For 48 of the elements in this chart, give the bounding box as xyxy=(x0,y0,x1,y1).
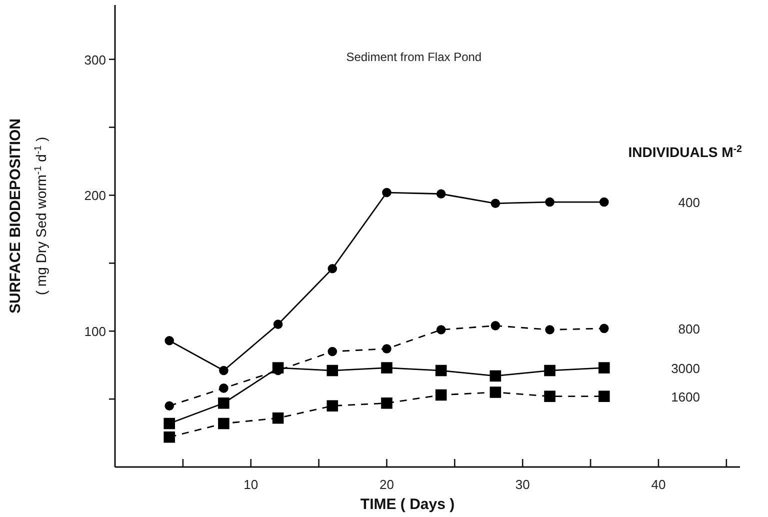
point xyxy=(598,362,610,374)
point xyxy=(490,321,500,330)
text: 800 xyxy=(678,321,700,336)
point xyxy=(273,320,283,329)
point xyxy=(598,390,610,402)
point xyxy=(435,389,447,401)
y-tick-label: 200 xyxy=(84,188,106,204)
point xyxy=(436,189,446,199)
point xyxy=(164,418,175,430)
point xyxy=(545,325,554,334)
point xyxy=(381,397,392,409)
text: 1600 xyxy=(671,389,700,404)
y-tick-label: 100 xyxy=(84,324,106,340)
point xyxy=(328,346,338,356)
point xyxy=(490,386,502,398)
point xyxy=(164,336,174,346)
point xyxy=(381,362,392,374)
x-tick-label: 30 xyxy=(515,477,530,492)
x-tick-label: 20 xyxy=(380,477,394,492)
x-tick-label: 10 xyxy=(244,477,258,492)
point xyxy=(436,325,446,334)
point xyxy=(490,370,502,382)
point xyxy=(219,384,228,393)
point xyxy=(272,412,284,424)
point xyxy=(164,401,174,411)
point xyxy=(326,364,338,376)
legend-title: INDIVIDUALS M$^{-2}$ xyxy=(628,144,743,160)
point xyxy=(382,188,392,198)
point xyxy=(382,344,392,354)
point xyxy=(218,418,230,430)
point xyxy=(599,197,609,207)
x-axis-title: TIME ( Days ) xyxy=(360,496,455,513)
text: 3000 xyxy=(671,360,700,376)
point xyxy=(544,390,556,402)
text: 400 xyxy=(678,195,700,210)
point xyxy=(219,366,228,376)
point xyxy=(544,364,556,376)
point xyxy=(545,197,554,207)
point xyxy=(435,364,447,376)
x-tick-label: 40 xyxy=(651,477,666,492)
point xyxy=(490,198,500,208)
point xyxy=(328,264,338,274)
y-tick-label: 300 xyxy=(84,52,106,68)
point xyxy=(326,400,338,412)
text: Sediment from Flax Pond xyxy=(346,50,482,64)
point xyxy=(599,324,609,334)
point xyxy=(218,397,230,409)
point xyxy=(164,431,175,443)
